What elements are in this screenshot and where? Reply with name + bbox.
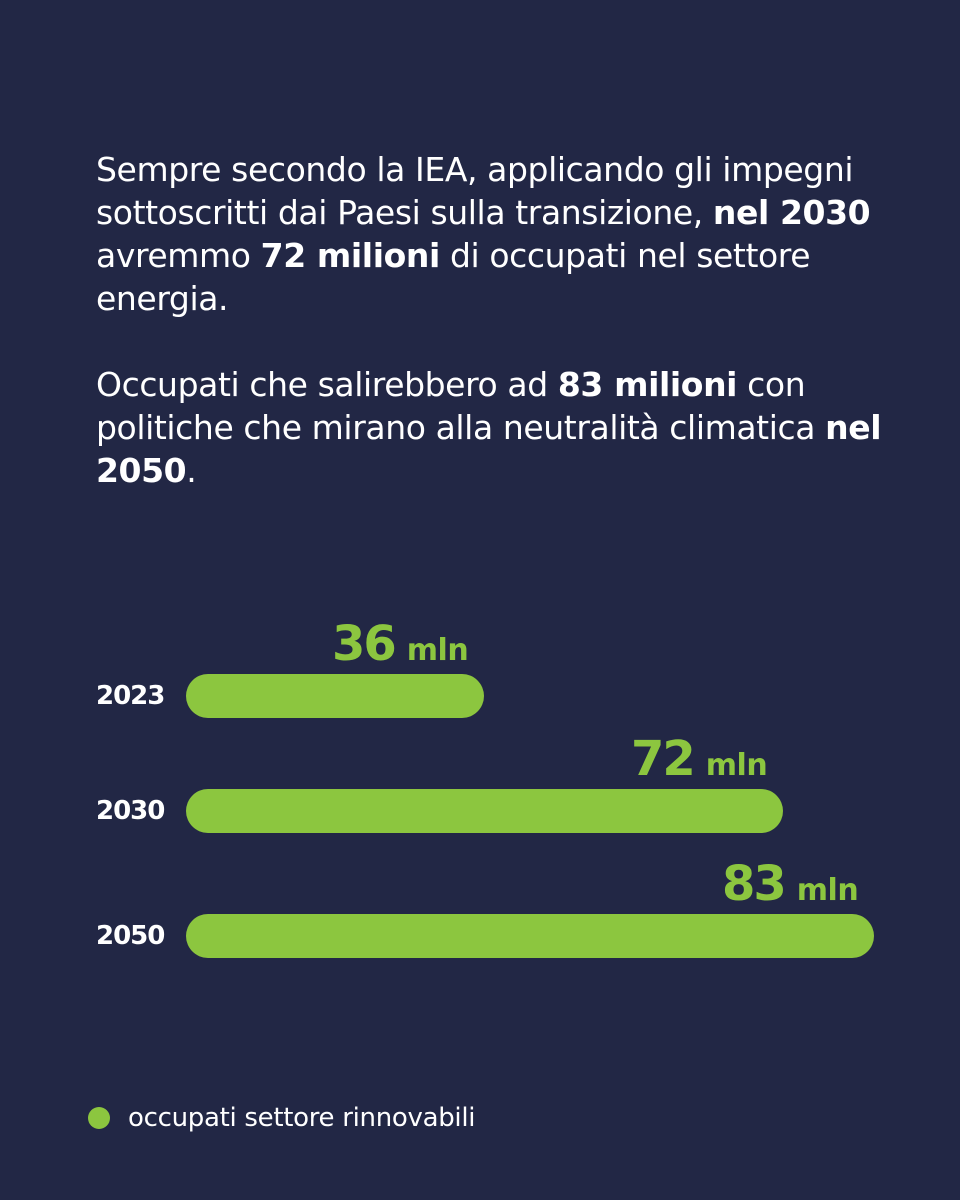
paragraph-2-bold-year: nel 2050 xyxy=(96,408,882,490)
value-number-2050: 83 xyxy=(722,856,787,912)
paragraph-2-text-c: . xyxy=(186,451,197,490)
paragraph-2-text-b: con politiche che mirano alla neutralità… xyxy=(96,365,826,447)
value-label-2030: 72 mln xyxy=(631,735,768,783)
category-label-2023: 2023 xyxy=(96,681,165,711)
category-label-2030: 2030 xyxy=(96,796,165,826)
value-unit-2050: mln xyxy=(796,873,859,908)
value-unit-2030: mln xyxy=(705,748,768,783)
paragraph-2-bold-value: 83 milioni xyxy=(557,365,738,404)
value-number-2030: 72 xyxy=(631,731,696,787)
paragraph-2: Occupati che salirebbero ad 83 milioni c… xyxy=(96,363,896,492)
paragraph-1: Sempre secondo la IEA, applicando gli im… xyxy=(96,148,896,320)
bar-2030 xyxy=(186,789,783,833)
paragraph-1-bold-value: 72 milioni xyxy=(260,236,441,275)
value-unit-2023: mln xyxy=(406,633,469,668)
intro-text: Sempre secondo la IEA, applicando gli im… xyxy=(96,148,896,535)
value-label-2050: 83 mln xyxy=(722,860,859,908)
bar-chart: 2023 36 mln 2030 72 mln 2050 83 mln xyxy=(0,600,960,1000)
paragraph-1-bold-year: nel 2030 xyxy=(712,193,871,232)
category-label-2050: 2050 xyxy=(96,921,165,951)
legend-label: occupati settore rinnovabili xyxy=(128,1103,476,1133)
paragraph-2-text-a: Occupati che salirebbero ad xyxy=(96,365,558,404)
bar-2050 xyxy=(186,914,874,958)
paragraph-1-text-c: di occupati nel settore energia. xyxy=(96,236,811,318)
value-number-2023: 36 xyxy=(332,616,397,672)
paragraph-1-text-a: Sempre secondo la IEA, applicando gli im… xyxy=(96,150,854,232)
bar-2023 xyxy=(186,674,484,718)
legend: occupati settore rinnovabili xyxy=(88,1100,475,1136)
legend-swatch xyxy=(88,1107,110,1129)
paragraph-1-text-b: avremmo xyxy=(96,236,261,275)
value-label-2023: 36 mln xyxy=(332,620,469,668)
